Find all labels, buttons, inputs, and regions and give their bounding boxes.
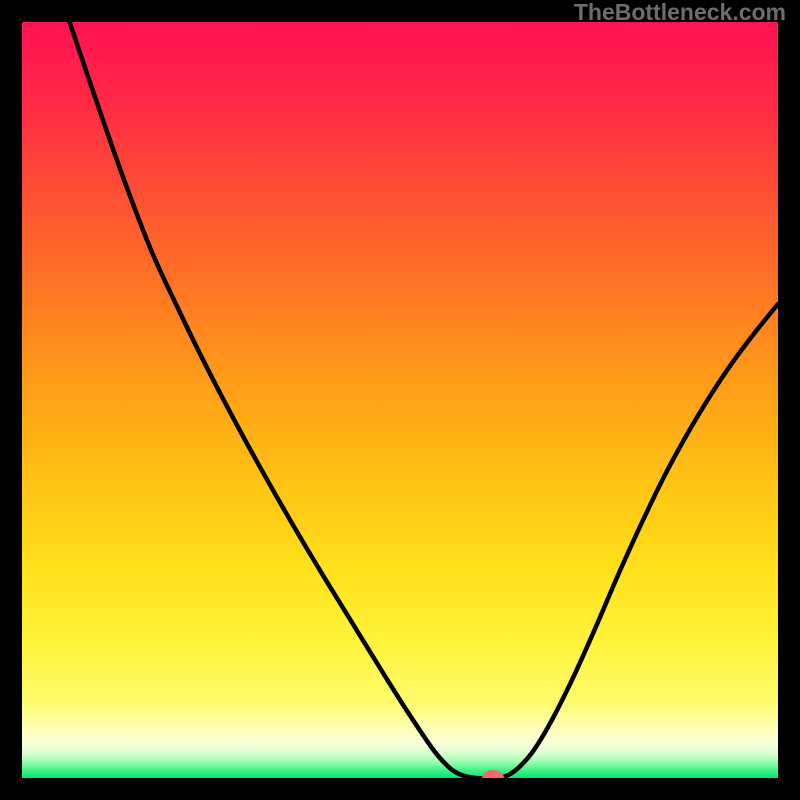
frame-border bbox=[0, 778, 800, 800]
frame-border bbox=[778, 0, 800, 800]
gradient-background bbox=[22, 22, 778, 778]
watermark-text: TheBottleneck.com bbox=[574, 0, 786, 26]
frame-border bbox=[0, 0, 22, 800]
chart-canvas bbox=[0, 0, 800, 800]
